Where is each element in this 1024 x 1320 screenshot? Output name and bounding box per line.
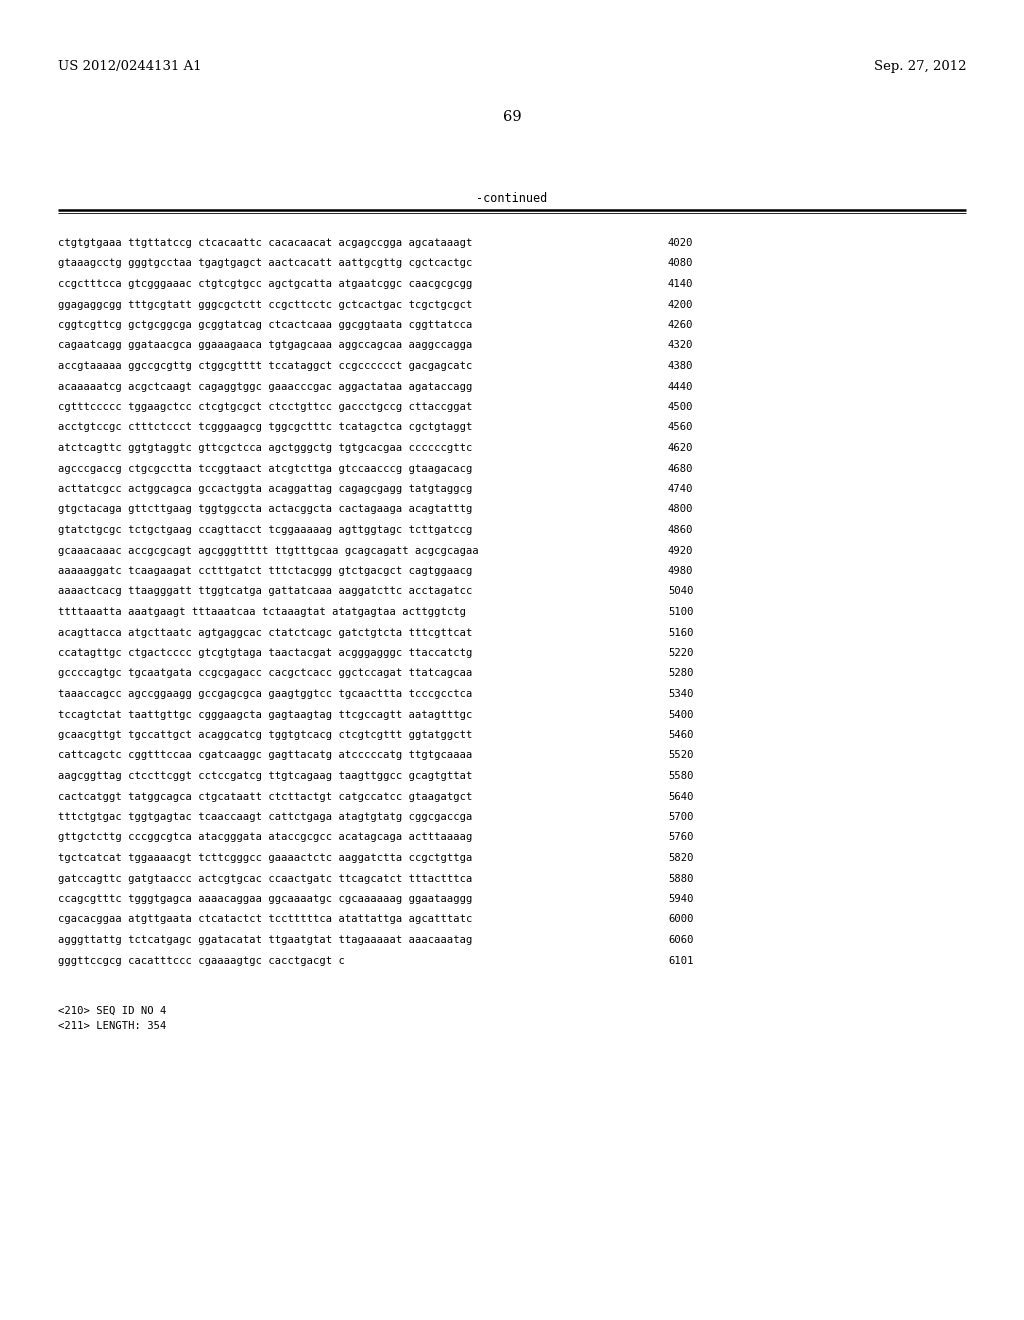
- Text: 5040: 5040: [668, 586, 693, 597]
- Text: 4980: 4980: [668, 566, 693, 576]
- Text: <211> LENGTH: 354: <211> LENGTH: 354: [58, 1020, 166, 1031]
- Text: gcaacgttgt tgccattgct acaggcatcg tggtgtcacg ctcgtcgttt ggtatggctt: gcaacgttgt tgccattgct acaggcatcg tggtgtc…: [58, 730, 472, 741]
- Text: 4380: 4380: [668, 360, 693, 371]
- Text: <210> SEQ ID NO 4: <210> SEQ ID NO 4: [58, 1006, 166, 1016]
- Text: 4140: 4140: [668, 279, 693, 289]
- Text: cattcagctc cggtttccaa cgatcaaggc gagttacatg atcccccatg ttgtgcaaaa: cattcagctc cggtttccaa cgatcaaggc gagttac…: [58, 751, 472, 760]
- Text: 6101: 6101: [668, 956, 693, 965]
- Text: agggttattg tctcatgagc ggatacatat ttgaatgtat ttagaaaaat aaacaaatag: agggttattg tctcatgagc ggatacatat ttgaatg…: [58, 935, 472, 945]
- Text: acagttacca atgcttaatc agtgaggcac ctatctcagc gatctgtcta tttcgttcat: acagttacca atgcttaatc agtgaggcac ctatctc…: [58, 627, 472, 638]
- Text: 4560: 4560: [668, 422, 693, 433]
- Text: 5700: 5700: [668, 812, 693, 822]
- Text: acctgtccgc ctttctccct tcgggaagcg tggcgctttc tcatagctca cgctgtaggt: acctgtccgc ctttctccct tcgggaagcg tggcgct…: [58, 422, 472, 433]
- Text: aagcggttag ctccttcggt cctccgatcg ttgtcagaag taagttggcc gcagtgttat: aagcggttag ctccttcggt cctccgatcg ttgtcag…: [58, 771, 472, 781]
- Text: 4860: 4860: [668, 525, 693, 535]
- Text: 6060: 6060: [668, 935, 693, 945]
- Text: tgctcatcat tggaaaacgt tcttcgggcc gaaaactctc aaggatctta ccgctgttga: tgctcatcat tggaaaacgt tcttcgggcc gaaaact…: [58, 853, 472, 863]
- Text: 4260: 4260: [668, 319, 693, 330]
- Text: 5160: 5160: [668, 627, 693, 638]
- Text: ccatagttgc ctgactcccc gtcgtgtaga taactacgat acgggagggc ttaccatctg: ccatagttgc ctgactcccc gtcgtgtaga taactac…: [58, 648, 472, 657]
- Text: tccagtctat taattgttgc cgggaagcta gagtaagtag ttcgccagtt aatagtttgc: tccagtctat taattgttgc cgggaagcta gagtaag…: [58, 710, 472, 719]
- Text: aaaactcacg ttaagggatt ttggtcatga gattatcaaa aaggatcttc acctagatcc: aaaactcacg ttaagggatt ttggtcatga gattatc…: [58, 586, 472, 597]
- Text: 5940: 5940: [668, 894, 693, 904]
- Text: ttttaaatta aaatgaagt tttaaatcaa tctaaagtat atatgagtaa acttggtctg: ttttaaatta aaatgaagt tttaaatcaa tctaaagt…: [58, 607, 466, 616]
- Text: gggttccgcg cacatttccc cgaaaagtgc cacctgacgt c: gggttccgcg cacatttccc cgaaaagtgc cacctga…: [58, 956, 345, 965]
- Text: gcaaacaaac accgcgcagt agcgggttttt ttgtttgcaa gcagcagatt acgcgcagaa: gcaaacaaac accgcgcagt agcgggttttt ttgttt…: [58, 545, 479, 556]
- Text: cggtcgttcg gctgcggcga gcggtatcag ctcactcaaa ggcggtaata cggttatcca: cggtcgttcg gctgcggcga gcggtatcag ctcactc…: [58, 319, 472, 330]
- Text: acttatcgcc actggcagca gccactggta acaggattag cagagcgagg tatgtaggcg: acttatcgcc actggcagca gccactggta acaggat…: [58, 484, 472, 494]
- Text: ccgctttcca gtcgggaaac ctgtcgtgcc agctgcatta atgaatcggc caacgcgcgg: ccgctttcca gtcgggaaac ctgtcgtgcc agctgca…: [58, 279, 472, 289]
- Text: gtatctgcgc tctgctgaag ccagttacct tcggaaaaag agttggtagc tcttgatccg: gtatctgcgc tctgctgaag ccagttacct tcggaaa…: [58, 525, 472, 535]
- Text: 4800: 4800: [668, 504, 693, 515]
- Text: -continued: -continued: [476, 191, 548, 205]
- Text: ctgtgtgaaa ttgttatccg ctcacaattc cacacaacat acgagccgga agcataaagt: ctgtgtgaaa ttgttatccg ctcacaattc cacacaa…: [58, 238, 472, 248]
- Text: 5460: 5460: [668, 730, 693, 741]
- Text: cgacacggaa atgttgaata ctcatactct tcctttttca atattattga agcatttatc: cgacacggaa atgttgaata ctcatactct tcctttt…: [58, 915, 472, 924]
- Text: 6000: 6000: [668, 915, 693, 924]
- Text: 5220: 5220: [668, 648, 693, 657]
- Text: Sep. 27, 2012: Sep. 27, 2012: [873, 59, 966, 73]
- Text: 5820: 5820: [668, 853, 693, 863]
- Text: tttctgtgac tggtgagtac tcaaccaagt cattctgaga atagtgtatg cggcgaccga: tttctgtgac tggtgagtac tcaaccaagt cattctg…: [58, 812, 472, 822]
- Text: taaaccagcc agccggaagg gccgagcgca gaagtggtcc tgcaacttta tcccgcctca: taaaccagcc agccggaagg gccgagcgca gaagtgg…: [58, 689, 472, 700]
- Text: 4320: 4320: [668, 341, 693, 351]
- Text: 4500: 4500: [668, 403, 693, 412]
- Text: US 2012/0244131 A1: US 2012/0244131 A1: [58, 59, 202, 73]
- Text: 4080: 4080: [668, 259, 693, 268]
- Text: 5280: 5280: [668, 668, 693, 678]
- Text: 5400: 5400: [668, 710, 693, 719]
- Text: cactcatggt tatggcagca ctgcataatt ctcttactgt catgccatcc gtaagatgct: cactcatggt tatggcagca ctgcataatt ctcttac…: [58, 792, 472, 801]
- Text: cgtttccccc tggaagctcc ctcgtgcgct ctcctgttcc gaccctgccg cttaccggat: cgtttccccc tggaagctcc ctcgtgcgct ctcctgt…: [58, 403, 472, 412]
- Text: 4740: 4740: [668, 484, 693, 494]
- Text: agcccgaccg ctgcgcctta tccggtaact atcgtcttga gtccaacccg gtaagacacg: agcccgaccg ctgcgcctta tccggtaact atcgtct…: [58, 463, 472, 474]
- Text: 5760: 5760: [668, 833, 693, 842]
- Text: 5640: 5640: [668, 792, 693, 801]
- Text: 4680: 4680: [668, 463, 693, 474]
- Text: 4620: 4620: [668, 444, 693, 453]
- Text: cagaatcagg ggataacgca ggaaagaaca tgtgagcaaa aggccagcaa aaggccagga: cagaatcagg ggataacgca ggaaagaaca tgtgagc…: [58, 341, 472, 351]
- Text: gccccagtgc tgcaatgata ccgcgagacc cacgctcacc ggctccagat ttatcagcaa: gccccagtgc tgcaatgata ccgcgagacc cacgctc…: [58, 668, 472, 678]
- Text: ccagcgtttc tgggtgagca aaaacaggaa ggcaaaatgc cgcaaaaaag ggaataaggg: ccagcgtttc tgggtgagca aaaacaggaa ggcaaaa…: [58, 894, 472, 904]
- Text: 5880: 5880: [668, 874, 693, 883]
- Text: gatccagttc gatgtaaccc actcgtgcac ccaactgatc ttcagcatct tttactttca: gatccagttc gatgtaaccc actcgtgcac ccaactg…: [58, 874, 472, 883]
- Text: 5340: 5340: [668, 689, 693, 700]
- Text: gtaaagcctg gggtgcctaa tgagtgagct aactcacatt aattgcgttg cgctcactgc: gtaaagcctg gggtgcctaa tgagtgagct aactcac…: [58, 259, 472, 268]
- Text: 4920: 4920: [668, 545, 693, 556]
- Text: accgtaaaaa ggccgcgttg ctggcgtttt tccataggct ccgcccccct gacgagcatc: accgtaaaaa ggccgcgttg ctggcgtttt tccatag…: [58, 360, 472, 371]
- Text: 4020: 4020: [668, 238, 693, 248]
- Text: atctcagttc ggtgtaggtc gttcgctcca agctgggctg tgtgcacgaa ccccccgttc: atctcagttc ggtgtaggtc gttcgctcca agctggg…: [58, 444, 472, 453]
- Text: gttgctcttg cccggcgtca atacgggata ataccgcgcc acatagcaga actttaaaag: gttgctcttg cccggcgtca atacgggata ataccgc…: [58, 833, 472, 842]
- Text: 5580: 5580: [668, 771, 693, 781]
- Text: 5100: 5100: [668, 607, 693, 616]
- Text: aaaaaggatc tcaagaagat cctttgatct tttctacggg gtctgacgct cagtggaacg: aaaaaggatc tcaagaagat cctttgatct tttctac…: [58, 566, 472, 576]
- Text: 69: 69: [503, 110, 521, 124]
- Text: gtgctacaga gttcttgaag tggtggccta actacggcta cactagaaga acagtatttg: gtgctacaga gttcttgaag tggtggccta actacgg…: [58, 504, 472, 515]
- Text: 4440: 4440: [668, 381, 693, 392]
- Text: acaaaaatcg acgctcaagt cagaggtggc gaaacccgac aggactataa agataccagg: acaaaaatcg acgctcaagt cagaggtggc gaaaccc…: [58, 381, 472, 392]
- Text: 4200: 4200: [668, 300, 693, 309]
- Text: ggagaggcgg tttgcgtatt gggcgctctt ccgcttcctc gctcactgac tcgctgcgct: ggagaggcgg tttgcgtatt gggcgctctt ccgcttc…: [58, 300, 472, 309]
- Text: 5520: 5520: [668, 751, 693, 760]
